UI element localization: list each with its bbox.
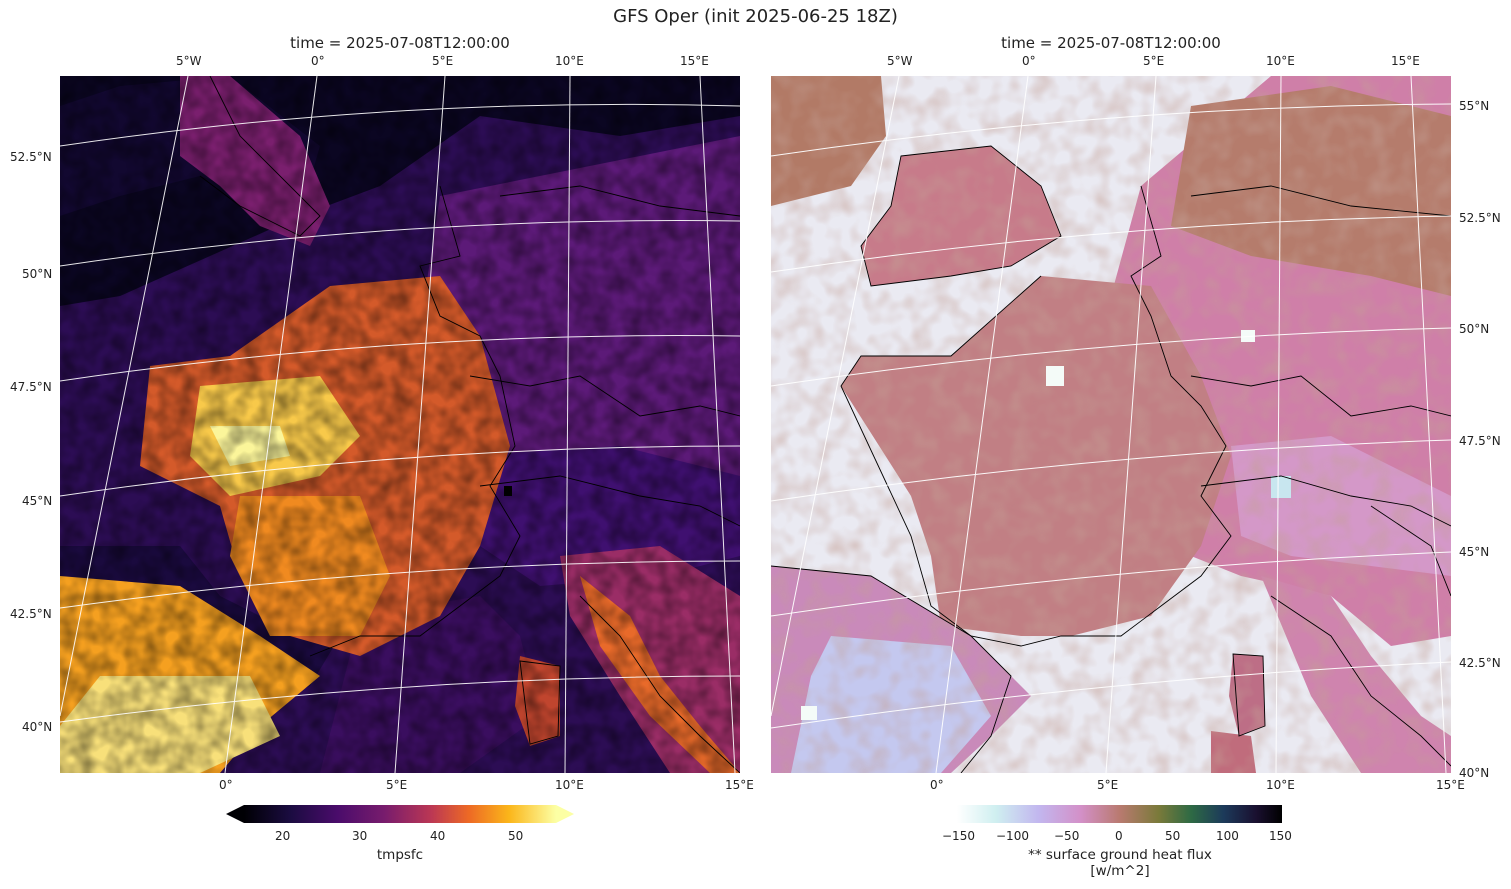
right-top-lon-label: 10°E	[1266, 54, 1295, 68]
right-colorbar	[957, 805, 1282, 823]
left-lat-label: 42.5°N	[10, 607, 52, 621]
left-lat-label: 47.5°N	[10, 380, 52, 394]
right-gridlines	[771, 76, 1451, 773]
left-colorbar-label: tmpsfc	[376, 847, 424, 863]
right-lat-label: 40°N	[1459, 766, 1490, 780]
right-coastlines	[771, 145, 1451, 773]
left-panel-title: time = 2025-07-08T12:00:00	[290, 34, 510, 52]
right-heat-flux-map	[771, 76, 1451, 773]
left-lat-label: 40°N	[22, 720, 53, 734]
left-pixel-texture	[60, 76, 740, 773]
right-lat-label: 52.5°N	[1459, 211, 1501, 225]
left-top-lon-label: 5°E	[432, 54, 454, 68]
left-colorbar-tick: 30	[352, 829, 368, 843]
left-bottom-lon-label: 10°E	[555, 778, 584, 792]
right-lat-label: 42.5°N	[1459, 656, 1501, 670]
left-lat-label: 52.5°N	[10, 150, 52, 164]
left-lat-label: 50°N	[22, 267, 53, 281]
right-light-spot	[1271, 476, 1291, 498]
right-colorbar-tick: 150	[1269, 829, 1292, 843]
right-white-spot	[801, 706, 817, 720]
left-colorbar-tick: 50	[508, 829, 524, 843]
left-bottom-lon-label: 0°	[219, 778, 233, 792]
figure-title: GFS Oper (init 2025-06-25 18Z)	[613, 6, 898, 27]
right-colorbar-tick: 50	[1165, 829, 1181, 843]
left-lat-label: 45°N	[22, 494, 53, 508]
right-bottom-lon-label: 0°	[930, 778, 944, 792]
left-coastlines	[199, 76, 740, 773]
right-white-spot	[1046, 366, 1064, 386]
right-colorbar-tick: 100	[1216, 829, 1239, 843]
right-top-lon-label: 0°	[1022, 54, 1036, 68]
right-top-lon-label: 5°E	[1143, 54, 1165, 68]
right-colorbar-tick: −50	[1054, 829, 1080, 843]
left-temperature-map	[60, 76, 740, 773]
right-colorbar-tick: −100	[996, 829, 1029, 843]
left-top-lon-label: 0°	[311, 54, 325, 68]
right-lat-label: 50°N	[1459, 322, 1490, 336]
right-pixel-texture	[771, 76, 1451, 773]
right-panel-title: time = 2025-07-08T12:00:00	[1001, 34, 1221, 52]
left-gridlines	[60, 76, 740, 773]
right-bottom-lon-label: 5°E	[1097, 778, 1119, 792]
left-bottom-lon-label: 15°E	[725, 778, 754, 792]
left-colorbar-tick: 40	[430, 829, 446, 843]
right-colorbar-units: [w/m^2]	[1090, 863, 1150, 879]
left-colorbar-extend-low	[226, 805, 244, 823]
right-bottom-lon-label: 15°E	[1436, 778, 1465, 792]
right-colorbar-tick: −150	[942, 829, 975, 843]
right-bottom-lon-label: 10°E	[1266, 778, 1295, 792]
left-colorbar	[226, 805, 574, 823]
right-lat-label: 55°N	[1459, 99, 1490, 113]
right-white-spot	[1241, 330, 1255, 342]
left-bottom-lon-label: 5°E	[386, 778, 408, 792]
right-lat-label: 47.5°N	[1459, 434, 1501, 448]
right-top-lon-label: 5°W	[887, 54, 913, 68]
left-cold-pixel	[504, 486, 512, 496]
left-colorbar-tick: 20	[275, 829, 291, 843]
right-lat-label: 45°N	[1459, 545, 1490, 559]
right-colorbar-tick: 0	[1115, 829, 1123, 843]
left-top-lon-label: 5°W	[176, 54, 202, 68]
right-top-lon-label: 15°E	[1391, 54, 1420, 68]
right-colorbar-gradient	[957, 805, 1282, 823]
left-top-lon-label: 10°E	[555, 54, 584, 68]
right-colorbar-label: ** surface ground heat flux	[1028, 847, 1212, 863]
left-colorbar-extend-high	[556, 805, 574, 823]
left-top-lon-label: 15°E	[680, 54, 709, 68]
left-colorbar-gradient	[244, 805, 556, 823]
